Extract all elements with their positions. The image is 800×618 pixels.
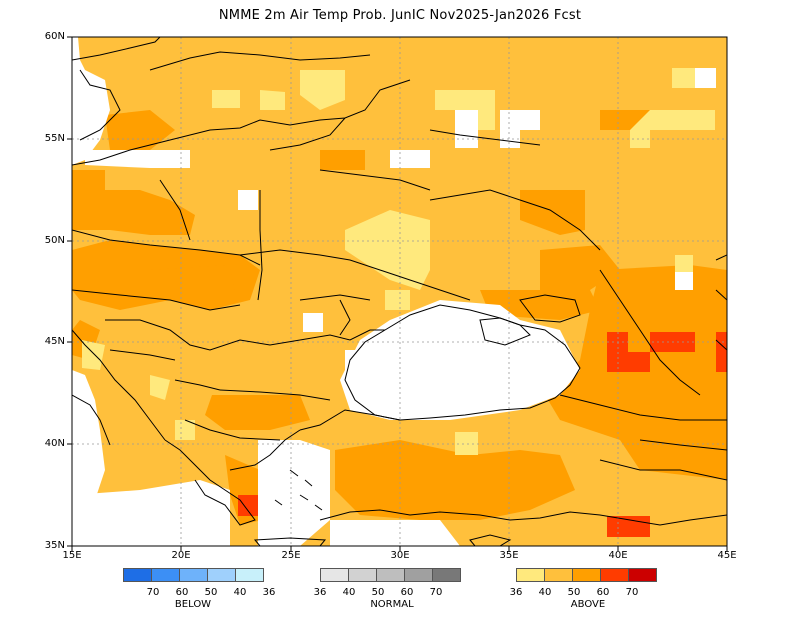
legend-normal-value: 40 <box>342 587 356 598</box>
legend-above-swatch <box>516 568 545 582</box>
legend-below-value: 50 <box>204 587 218 598</box>
legend-above-value: 40 <box>538 587 552 598</box>
lon-tick-label: 40E <box>608 550 628 561</box>
legend-normal-value: 70 <box>429 587 443 598</box>
legend-normal-swatch <box>348 568 377 582</box>
lon-tick-label: 15E <box>62 550 82 561</box>
legend-below-swatch <box>179 568 208 582</box>
legend-below-swatch <box>151 568 180 582</box>
prob-field-36-40 <box>82 68 715 455</box>
legend-below-swatches <box>123 568 264 582</box>
lat-tick-label: 60N <box>44 31 65 42</box>
lat-lon-grid <box>72 37 727 546</box>
lon-tick-label: 35E <box>499 550 519 561</box>
lon-tick-label: 25E <box>281 550 301 561</box>
legend-normal-swatch <box>404 568 433 582</box>
legend-normal-swatch <box>320 568 349 582</box>
legend-above-value: 50 <box>567 587 581 598</box>
lon-tick-label: 30E <box>390 550 410 561</box>
prob-field-50-60 <box>72 110 727 525</box>
legend-below-value: 70 <box>146 587 160 598</box>
legend-normal-swatches <box>320 568 461 582</box>
legend-above-value: 36 <box>509 587 523 598</box>
legend-above-swatches <box>516 568 657 582</box>
legend-below-label: BELOW <box>174 599 212 610</box>
legend-normal-value: 50 <box>371 587 385 598</box>
legend-above-swatch <box>544 568 573 582</box>
no-signal-areas <box>72 37 716 546</box>
lon-tick-label: 20E <box>171 550 191 561</box>
legend-above-swatch <box>572 568 601 582</box>
legend-normal-value: 60 <box>400 587 414 598</box>
legend-normal-swatch <box>432 568 461 582</box>
legend-below-value: 36 <box>262 587 276 598</box>
legend-above-value: 70 <box>625 587 639 598</box>
legend-below-swatch <box>123 568 152 582</box>
coastlines-borders <box>72 37 727 546</box>
legend-above-label: ABOVE <box>570 599 606 610</box>
legend-above-swatch <box>600 568 629 582</box>
legend-normal-label: NORMAL <box>370 599 414 610</box>
legend-below-value: 40 <box>233 587 247 598</box>
legend-above-value: 60 <box>596 587 610 598</box>
legend-normal-value: 36 <box>313 587 327 598</box>
lat-tick-label: 50N <box>44 235 65 246</box>
lat-tick-label: 40N <box>44 438 65 449</box>
legend-above-swatch <box>628 568 657 582</box>
legend-below-swatch <box>207 568 236 582</box>
legend-below-swatch <box>235 568 264 582</box>
map-title: NMME 2m Air Temp Prob. JunIC Nov2025-Jan… <box>218 8 582 23</box>
lat-tick-label: 35N <box>44 540 65 551</box>
axis-tick-marks <box>67 36 728 551</box>
legend-normal-swatch <box>376 568 405 582</box>
legend-below-value: 60 <box>175 587 189 598</box>
lat-tick-label: 45N <box>44 336 65 347</box>
lat-tick-label: 55N <box>44 133 65 144</box>
lon-tick-label: 45E <box>717 550 737 561</box>
